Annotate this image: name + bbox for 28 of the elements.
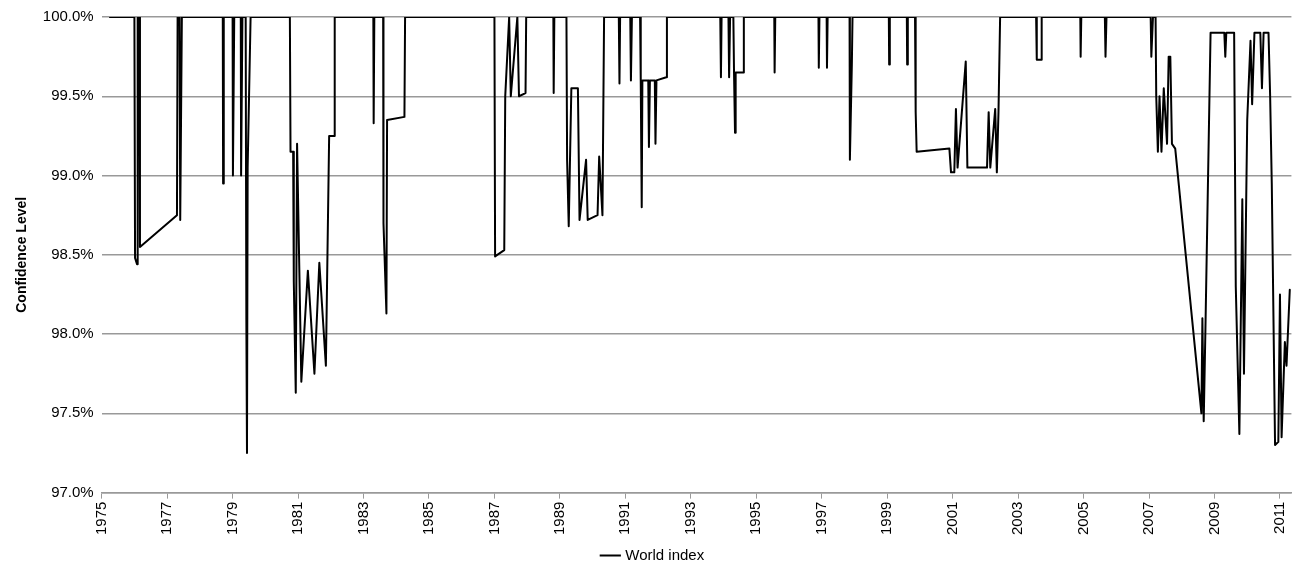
x-tick-label: 1993 [680, 501, 698, 536]
legend-label: World index [625, 545, 705, 563]
x-tick-label: 1979 [222, 501, 240, 536]
y-tick-label: 97.0% [51, 482, 94, 500]
x-tick-label: 1985 [419, 501, 437, 536]
y-axis-title: Confidence Level [13, 196, 30, 313]
y-tick-label: 99.5% [51, 86, 94, 104]
y-tick-label: 100.0% [42, 7, 94, 25]
x-tick-label: 1997 [811, 501, 829, 536]
x-tick-label: 2003 [1008, 501, 1026, 536]
x-tick-label: 1977 [157, 501, 175, 536]
x-tick-label: 2007 [1139, 501, 1157, 536]
x-tick-label: 1991 [615, 501, 633, 536]
x-tick-label: 1983 [353, 501, 371, 536]
x-tick-label: 1975 [91, 501, 109, 536]
x-tick-label: 1989 [550, 501, 568, 536]
y-tick-label: 98.5% [51, 244, 94, 262]
x-tick-label: 1995 [746, 501, 764, 536]
x-tick-label: 2005 [1073, 501, 1091, 536]
x-tick-label: 2011 [1270, 501, 1288, 534]
x-tick-label: 1999 [877, 501, 895, 536]
y-tick-label: 99.0% [51, 165, 94, 183]
x-tick-label: 2009 [1204, 501, 1222, 536]
x-tick-label: 1981 [288, 501, 306, 536]
y-tick-label: 98.0% [51, 324, 94, 342]
x-tick-label: 1987 [484, 501, 502, 536]
x-tick-label: 2001 [942, 501, 960, 536]
y-tick-label: 97.5% [51, 403, 94, 421]
